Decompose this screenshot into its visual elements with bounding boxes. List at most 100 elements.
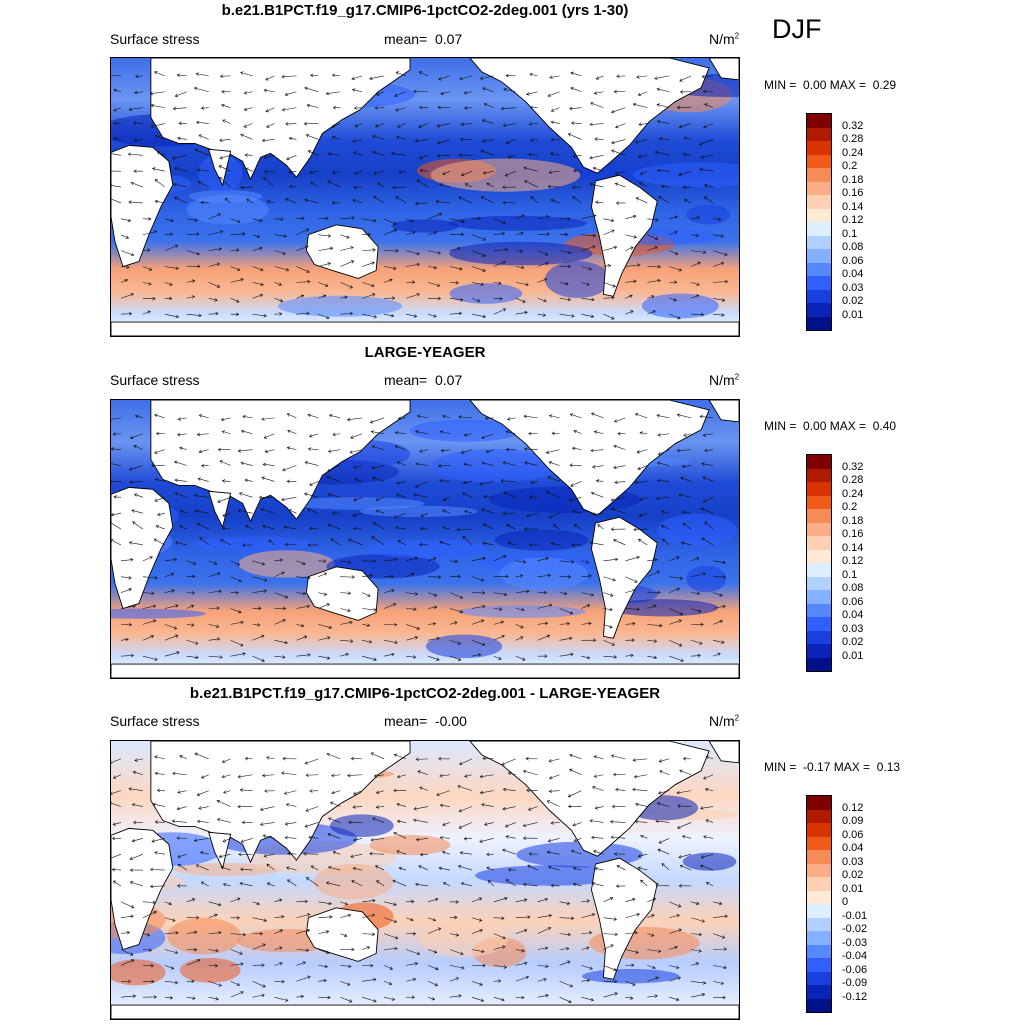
panel-3-mean: mean= -0.00 [384, 713, 467, 729]
panel-1-title: b.e21.B1PCT.f19_g17.CMIP6-1pctCO2-2deg.0… [221, 2, 629, 19]
colorbar-level-label: 0.02 [842, 869, 864, 881]
colorbar-level-label: 0.1 [842, 568, 858, 581]
colorbar-level-label: 0.06 [842, 595, 864, 608]
colorbar-level-label: 0.08 [842, 582, 864, 594]
colorbar-swatch [807, 603, 831, 617]
colorbar-level-label: 0.16 [842, 528, 864, 540]
colorbar-swatch [807, 468, 831, 482]
panel-2-colorbar [806, 454, 832, 672]
colorbar-level-label: 0.04 [842, 842, 864, 854]
colorbar-level-label: 0.28 [842, 474, 864, 486]
colorbar-level-label: 0.18 [842, 514, 864, 527]
colorbar-level-label: 0.01 [842, 649, 864, 662]
colorbar-level-label: 0 [842, 896, 849, 908]
colorbar-level-label: 0.06 [842, 828, 864, 841]
panel-3-variable: Surface stress [110, 713, 200, 729]
colorbar-level-label: 0.2 [842, 160, 858, 172]
colorbar-swatch [807, 549, 831, 563]
colorbar-level-label: 0.28 [842, 133, 864, 145]
colorbar-swatch [807, 536, 831, 550]
panel-3-unit: N/m2 [709, 713, 740, 729]
colorbar-level-label: 0.2 [842, 501, 858, 513]
colorbar-swatch [807, 522, 831, 536]
panel-1-unit: N/m2 [709, 31, 740, 47]
panel-2-map [110, 399, 740, 679]
colorbar-swatch [807, 998, 831, 1012]
colorbar-swatch [807, 127, 831, 141]
panel-1-minmax: MIN = 0.00 MAX = 0.29 [764, 78, 897, 92]
colorbar-swatch [807, 985, 831, 999]
colorbar-level-label: -0.03 [842, 936, 868, 949]
colorbar-swatch [807, 235, 831, 249]
colorbar-swatch [807, 836, 831, 850]
panel-3-minmax: MIN = -0.17 MAX = 0.13 [764, 760, 901, 774]
colorbar-level-label: 0.14 [842, 541, 864, 554]
colorbar-swatch [807, 657, 831, 671]
colorbar-swatch [807, 509, 831, 523]
colorbar-swatch [807, 482, 831, 496]
colorbar-level-label: 0.02 [842, 295, 864, 307]
colorbar-swatch [807, 154, 831, 168]
colorbar-level-label: 0.18 [842, 173, 864, 186]
colorbar-level-label: 0.01 [842, 882, 864, 895]
colorbar-swatch [807, 877, 831, 891]
colorbar-level-label: 0.12 [842, 214, 864, 226]
colorbar-level-label: 0.03 [842, 281, 864, 294]
colorbar-swatch [807, 455, 831, 469]
panel-3-title: b.e21.B1PCT.f19_g17.CMIP6-1pctCO2-2deg.0… [189, 685, 661, 702]
panel-3-colorbar [806, 795, 832, 1013]
panel-1-colorbar [806, 113, 832, 331]
colorbar-level-label: 0.08 [842, 241, 864, 253]
colorbar-level-label: -0.02 [842, 923, 868, 935]
colorbar-level-label: 0.16 [842, 187, 864, 199]
colorbar-level-label: 0.01 [842, 308, 864, 321]
colorbar-level-label: -0.04 [842, 950, 868, 962]
colorbar-swatch [807, 114, 831, 128]
colorbar-swatch [807, 181, 831, 195]
colorbar-level-label: 0.24 [842, 487, 864, 500]
colorbar-swatch [807, 249, 831, 263]
colorbar-swatch [807, 141, 831, 155]
season-label: DJF [772, 14, 822, 44]
colorbar-level-label: 0.03 [842, 622, 864, 635]
colorbar-swatch [807, 931, 831, 945]
panel-1-mean: mean= 0.07 [384, 31, 463, 47]
panel-1-map [110, 57, 740, 337]
colorbar-swatch [807, 262, 831, 276]
panel-3-map [110, 740, 740, 1020]
colorbar-level-label: 0.12 [842, 801, 864, 814]
panel-2-minmax: MIN = 0.00 MAX = 0.40 [764, 419, 897, 433]
panel-1-variable: Surface stress [110, 31, 200, 47]
colorbar-swatch [807, 630, 831, 644]
colorbar-level-label: 0.24 [842, 146, 864, 159]
colorbar-level-label: 0.02 [842, 636, 864, 648]
colorbar-swatch [807, 617, 831, 631]
colorbar-swatch [807, 563, 831, 577]
colorbar-swatch [807, 576, 831, 590]
colorbar-level-label: 0.04 [842, 268, 864, 280]
colorbar-swatch [807, 289, 831, 303]
colorbar-swatch [807, 222, 831, 236]
colorbar-level-label: -0.06 [842, 963, 868, 976]
colorbar-swatch [807, 796, 831, 810]
colorbar-level-label: -0.09 [842, 977, 868, 989]
colorbar-level-label: 0.12 [842, 555, 864, 567]
colorbar-swatch [807, 208, 831, 222]
colorbar-swatch [807, 917, 831, 931]
colorbar-swatch [807, 276, 831, 290]
colorbar-level-label: 0.03 [842, 855, 864, 868]
colorbar-swatch [807, 303, 831, 317]
panel-2-title: LARGE-YEAGER [364, 344, 486, 361]
colorbar-swatch [807, 958, 831, 972]
colorbar-swatch [807, 195, 831, 209]
colorbar-swatch [807, 944, 831, 958]
colorbar-swatch [807, 971, 831, 985]
colorbar-swatch [807, 316, 831, 330]
colorbar-swatch [807, 590, 831, 604]
colorbar-swatch [807, 850, 831, 864]
colorbar-swatch [807, 644, 831, 658]
colorbar-level-label: -0.01 [842, 909, 868, 922]
colorbar-swatch [807, 495, 831, 509]
panel-2-variable: Surface stress [110, 372, 200, 388]
colorbar-level-label: 0.06 [842, 254, 864, 267]
